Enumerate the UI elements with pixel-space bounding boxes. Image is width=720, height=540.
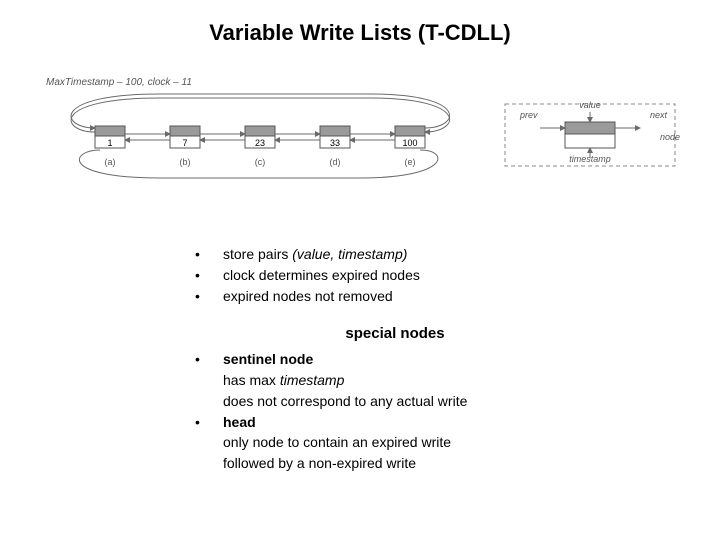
node-b: 7 (b) [170, 126, 200, 167]
svg-text:7: 7 [182, 138, 187, 148]
diagram-area: MaxTimestamp – 100, clock – 11 1 (a) 7 (… [40, 70, 680, 200]
node-e: 100 (e) [395, 126, 425, 167]
node-d: 33 (d) [320, 126, 350, 167]
svg-text:(c): (c) [255, 157, 266, 167]
bullet-icon: • [195, 245, 223, 264]
bullet-2: • clock determines expired nodes [195, 266, 595, 285]
bullet-icon: • [195, 413, 223, 432]
svg-text:23: 23 [255, 138, 265, 148]
node-legend: prev value next timestamp node [505, 100, 680, 166]
header-label: MaxTimestamp – 100, clock – 11 [46, 77, 192, 88]
bullet-text: store pairs (value, timestamp) [223, 245, 595, 264]
svg-text:(e): (e) [405, 157, 416, 167]
bullet-icon: • [195, 287, 223, 306]
bullet-1: • store pairs (value, timestamp) [195, 245, 595, 264]
slide-title: Variable Write Lists (T-CDLL) [0, 0, 720, 46]
svg-text:33: 33 [330, 138, 340, 148]
svg-text:value: value [579, 100, 601, 110]
svg-text:(b): (b) [180, 157, 191, 167]
list-diagram: MaxTimestamp – 100, clock – 11 1 (a) 7 (… [40, 70, 680, 200]
node-c: 23 (c) [245, 126, 275, 167]
svg-text:next: next [650, 110, 668, 120]
special-title: head [223, 413, 595, 432]
special-2-title: • head [195, 413, 595, 432]
bullet-icon: • [195, 350, 223, 369]
svg-text:1: 1 [107, 138, 112, 148]
svg-text:prev: prev [519, 110, 538, 120]
node-a: 1 (a) [95, 126, 125, 167]
bullet-text: clock determines expired nodes [223, 266, 595, 285]
special-1-title: • sentinel node [195, 350, 595, 369]
svg-text:node: node [660, 132, 680, 142]
special-line: followed by a non-expired write [223, 454, 595, 473]
bullet-icon: • [195, 266, 223, 285]
bullet-text: expired nodes not removed [223, 287, 595, 306]
svg-text:100: 100 [402, 138, 417, 148]
special-line: only node to contain an expired write [223, 433, 595, 452]
content-body: • store pairs (value, timestamp) • clock… [195, 245, 595, 475]
special-title: sentinel node [223, 350, 595, 369]
svg-text:(a): (a) [105, 157, 116, 167]
bullet-3: • expired nodes not removed [195, 287, 595, 306]
special-line: has max timestamp [223, 371, 595, 390]
list-nodes: 1 (a) 7 (b) 23 (c) 33 (d) 100 [95, 126, 425, 167]
svg-text:timestamp: timestamp [569, 154, 611, 164]
svg-text:(d): (d) [330, 157, 341, 167]
subheading: special nodes [195, 324, 595, 344]
special-line: does not correspond to any actual write [223, 392, 595, 411]
